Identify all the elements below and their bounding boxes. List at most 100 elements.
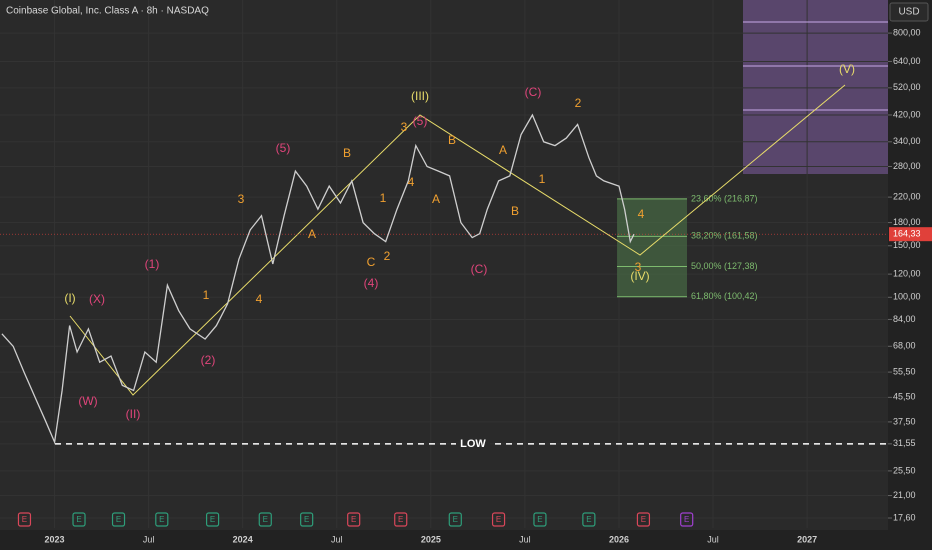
earnings-marker [347,512,361,527]
earnings-label: E [453,515,458,524]
x-tick-label: 2025 [421,534,441,544]
earnings-marker [394,512,408,527]
earnings-label: E [586,515,591,524]
wave-label: (C) [525,85,542,99]
x-tick-label: 2024 [233,534,253,544]
wave-line [69,84,846,396]
y-tick-label: 21,00 [893,490,916,500]
wave-label: 4 [638,207,645,221]
wave-label: (V) [839,62,855,76]
y-tick-label: 420,00 [893,109,921,119]
earnings-marker [533,512,547,527]
wave-label: (2) [201,353,216,367]
x-tick-label: 2023 [45,534,65,544]
low-label-bg [456,435,490,452]
y-tick-label: 45,50 [893,392,916,402]
x-tick-label: 2027 [797,534,817,544]
y-tick-label: 220,00 [893,191,921,201]
earnings-label: E [159,515,164,524]
earnings-label: E [496,515,501,524]
wave-label: C [367,255,376,269]
earnings-label: E [263,515,268,524]
wave-label: B [511,204,519,218]
earnings-label: E [398,515,403,524]
wave-label: 1 [203,288,210,302]
wave-label: 3 [401,120,408,134]
earnings-marker [155,512,169,527]
earnings-marker [258,512,272,527]
x-tick-label: 2026 [609,534,629,544]
y-tick-label: 55,50 [893,366,916,376]
y-tick-label: 180,00 [893,217,921,227]
wave-label: B [448,133,456,147]
earnings-label: E [22,515,27,524]
wave-label: A [432,192,440,206]
x-tick-label: Jul [519,534,531,544]
earnings-label: E [684,515,689,524]
earnings-marker [300,512,314,527]
earnings-label: E [76,515,81,524]
price-line [1,113,635,445]
wave-label: (IV) [630,269,649,283]
wave-label: A [499,143,507,157]
target-zone [743,0,888,174]
y-tick-label: 25,50 [893,465,916,475]
y-tick-label: 280,00 [893,161,921,171]
y-tick-label: 120,00 [893,269,921,279]
wave-label: (C) [471,262,488,276]
x-tick-label: Jul [331,534,343,544]
earnings-marker [448,512,462,527]
wave-label: 1 [539,172,546,186]
earnings-marker [72,512,86,527]
earnings-marker [636,512,651,527]
earnings-marker [680,512,694,527]
y-tick-label: 640,00 [893,56,921,66]
earnings-marker [205,512,220,527]
fib-label: 23,60% (216,87) [691,193,758,203]
y-tick-label: 340,00 [893,136,921,146]
wave-label: 2 [575,96,582,110]
low-label: LOW [460,438,486,450]
fib-label: 61,80% (100,42) [691,291,758,301]
x-tick-label: Jul [143,534,155,544]
wave-label: (II) [126,407,141,421]
y-tick-label: 31,55 [893,438,916,448]
currency-box [889,2,929,22]
wave-label: 4 [256,292,263,306]
wave-label: 3 [238,192,245,206]
wave-label: (I) [64,291,75,305]
earnings-label: E [351,515,356,524]
y-tick-label: 520,00 [893,82,921,92]
plot: 800,00 640,00 520,00 420,00 340,00 280,00 220,… [0,21,932,544]
wave-label: (4) [364,276,379,290]
fib-label: 38,20% (161,58) [691,231,758,241]
y-tick-label: 800,00 [893,27,921,37]
wave-label: (5) [276,141,291,155]
chart-title: Coinbase Global, Inc. Class A · 8h · NAS… [6,6,209,17]
wave-label: 1 [380,191,387,205]
y-tick-label: 100,00 [893,292,921,302]
earnings-label: E [210,515,215,524]
wave-label: 4 [408,175,415,189]
earnings-marker [491,512,506,527]
last-price-label: 164,33 [893,229,921,239]
wave-label: (5) [413,114,428,128]
x-tick-label: Jul [707,534,719,544]
wave-label: 2 [384,249,391,263]
y-tick-label: 17,60 [893,512,916,522]
y-tick-label: 150,00 [893,240,921,250]
fib-zone [617,198,687,297]
y-tick-label: 37,50 [893,416,916,426]
y-tick-label: 68,00 [893,341,916,351]
earnings-label: E [537,515,542,524]
wave-label: B [343,146,351,160]
earnings-marker [582,512,596,527]
last-price-tag [889,227,932,242]
price-axis-panel [888,0,932,550]
currency: USD [898,7,919,18]
time-axis-panel [0,530,932,550]
earnings-label: E [641,515,646,524]
wave-label: (III) [411,89,429,103]
